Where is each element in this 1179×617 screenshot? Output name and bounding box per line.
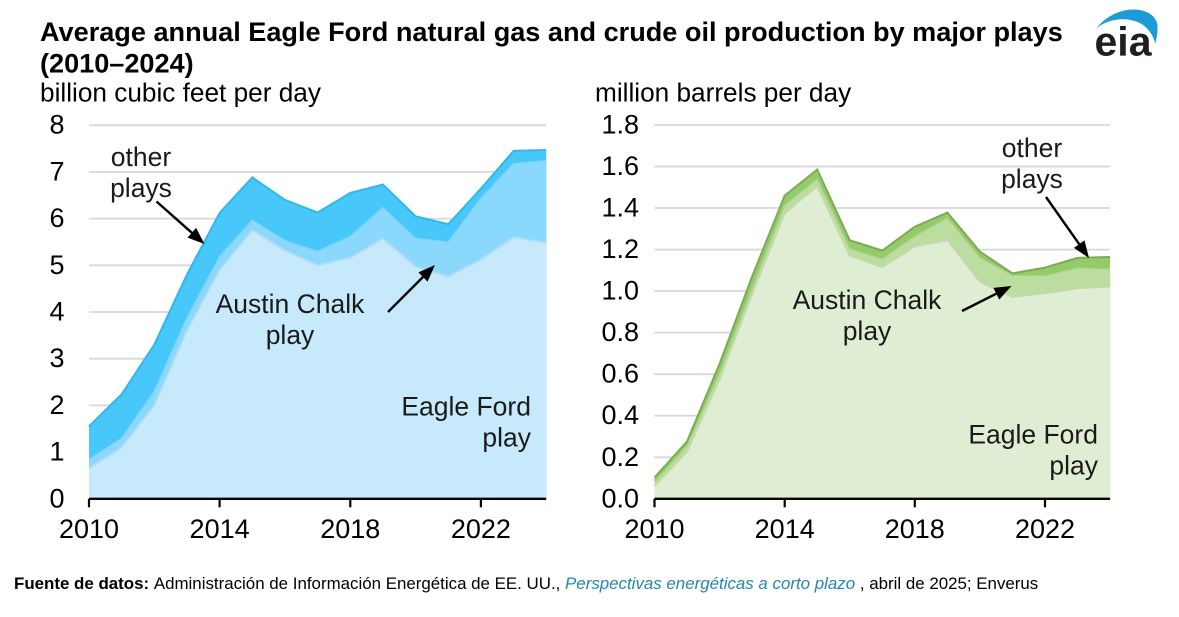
svg-text:2018: 2018	[885, 514, 945, 544]
svg-text:2014: 2014	[755, 514, 815, 544]
svg-text:0: 0	[49, 483, 64, 513]
svg-text:(2010–2024): (2010–2024)	[40, 48, 194, 79]
svg-text:1.4: 1.4	[601, 193, 639, 223]
svg-text:eia: eia	[1095, 19, 1153, 65]
svg-text:1.6: 1.6	[601, 151, 639, 181]
svg-text:play: play	[1049, 451, 1098, 481]
svg-text:0.8: 0.8	[601, 317, 639, 347]
svg-text:Austin Chalk: Austin Chalk	[793, 285, 943, 315]
svg-text:1.2: 1.2	[601, 234, 639, 264]
svg-text:2010: 2010	[59, 514, 119, 544]
svg-text:2: 2	[49, 390, 64, 420]
svg-text:play: play	[843, 316, 892, 346]
svg-text:Eagle Ford: Eagle Ford	[968, 420, 1098, 450]
svg-text:0.6: 0.6	[601, 359, 639, 389]
svg-text:3: 3	[49, 343, 64, 373]
svg-text:play: play	[266, 320, 315, 350]
svg-text:2022: 2022	[1015, 514, 1075, 544]
svg-text:2022: 2022	[451, 514, 511, 544]
svg-text:1.8: 1.8	[601, 109, 639, 139]
svg-text:plays: plays	[1001, 164, 1063, 194]
svg-text:5: 5	[49, 250, 64, 280]
svg-text:other: other	[111, 142, 172, 172]
svg-text:Eagle Ford: Eagle Ford	[401, 392, 531, 422]
svg-text:8: 8	[49, 110, 64, 140]
svg-text:other: other	[1002, 133, 1063, 163]
svg-text:2018: 2018	[320, 514, 380, 544]
svg-text:7: 7	[49, 156, 64, 186]
svg-text:Fuente de datos: Administració: Fuente de datos: Administración de Infor…	[14, 574, 1038, 593]
svg-text:4: 4	[49, 297, 64, 327]
svg-text:0.2: 0.2	[601, 442, 639, 472]
svg-text:plays: plays	[110, 173, 172, 203]
svg-text:2014: 2014	[190, 514, 250, 544]
svg-text:1: 1	[49, 437, 64, 467]
svg-text:play: play	[482, 423, 531, 453]
svg-text:6: 6	[49, 203, 64, 233]
svg-text:Average annual Eagle Ford natu: Average annual Eagle Ford natural gas an…	[40, 16, 1063, 47]
svg-text:0.4: 0.4	[601, 400, 639, 430]
svg-text:Austin Chalk: Austin Chalk	[216, 289, 366, 319]
svg-text:1.0: 1.0	[601, 276, 639, 306]
svg-text:2010: 2010	[624, 514, 684, 544]
svg-text:0.0: 0.0	[601, 483, 639, 513]
svg-text:million barrels per day: million barrels per day	[595, 78, 852, 108]
svg-text:billion cubic feet per day: billion cubic feet per day	[40, 78, 322, 108]
